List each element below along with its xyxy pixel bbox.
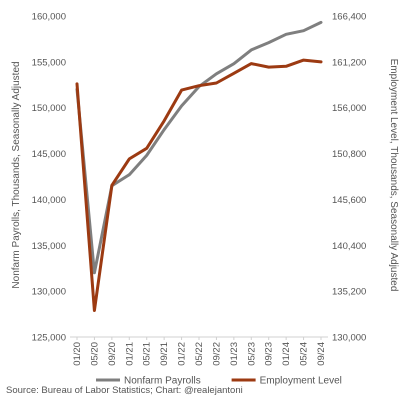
left-y-tick-label: 150,000 — [32, 103, 66, 114]
right-y-tick-label: 150,800 — [332, 149, 366, 160]
right-y-tick-label: 145,600 — [332, 195, 366, 206]
x-tick-label: 01/22 — [177, 342, 188, 366]
right-y-tick-label: 161,200 — [332, 57, 366, 68]
left-y-tick-label: 155,000 — [32, 57, 66, 68]
series-line-nonfarm-payrolls — [75, 20, 323, 275]
x-tick-label: 05/21 — [142, 342, 153, 366]
series-lines — [75, 20, 323, 312]
x-tick-label: 09/24 — [316, 342, 327, 366]
x-tick-label: 09/21 — [159, 342, 170, 366]
legend-label: Employment Level — [260, 376, 342, 387]
x-tick-label: 01/21 — [124, 342, 135, 366]
x-tick-label: 09/23 — [264, 342, 275, 366]
x-tick-label: 05/24 — [299, 342, 310, 366]
x-tick-label: 01/20 — [72, 342, 83, 366]
x-tick-label: 01/24 — [281, 342, 292, 366]
left-y-tick-label: 160,000 — [32, 12, 66, 23]
right-y-tick-label: 140,400 — [332, 241, 366, 252]
right-y-tick-label: 156,000 — [332, 103, 366, 114]
right-y-axis-title: Employment Level, Thousands, Seasonally … — [388, 59, 399, 292]
left-y-tick-labels: 125,000 130,000 135,000 140,000 145,000 150,0… — [32, 12, 66, 344]
right-y-tick-label: 135,200 — [332, 287, 366, 298]
x-tick-label: 01/23 — [229, 342, 240, 366]
legend-label: Nonfarm Payrolls — [124, 376, 201, 387]
series-line-employment-level — [75, 58, 323, 312]
left-y-tick-label: 135,000 — [32, 241, 66, 252]
right-y-tick-label: 166,400 — [332, 12, 366, 23]
right-y-tick-labels: 130,000 135,200 140,400 145,600 150,800 156,0… — [332, 12, 366, 344]
x-tick-label: 05/23 — [246, 342, 257, 366]
left-y-tick-label: 145,000 — [32, 149, 66, 160]
left-y-tick-label: 125,000 — [32, 333, 66, 344]
x-tick-label: 05/20 — [89, 342, 100, 366]
x-tick-label: 05/22 — [194, 342, 205, 366]
x-tick-labels: 01/20 05/20 09/20 01/21 05/21 09/21 01/22 05/22… — [72, 337, 327, 366]
legend: Nonfarm Payrolls Employment Level — [96, 376, 342, 387]
right-y-tick-label: 130,000 — [332, 333, 366, 344]
left-y-axis-title: Nonfarm Payrolls, Thousands, Seasonally … — [11, 61, 22, 288]
x-tick-label: 09/20 — [107, 342, 118, 366]
x-tick-label: 09/22 — [211, 342, 222, 366]
left-y-tick-label: 130,000 — [32, 287, 66, 298]
source-note: Source: Bureau of Labor Statistics; Char… — [6, 385, 243, 396]
left-y-tick-label: 140,000 — [32, 195, 66, 206]
